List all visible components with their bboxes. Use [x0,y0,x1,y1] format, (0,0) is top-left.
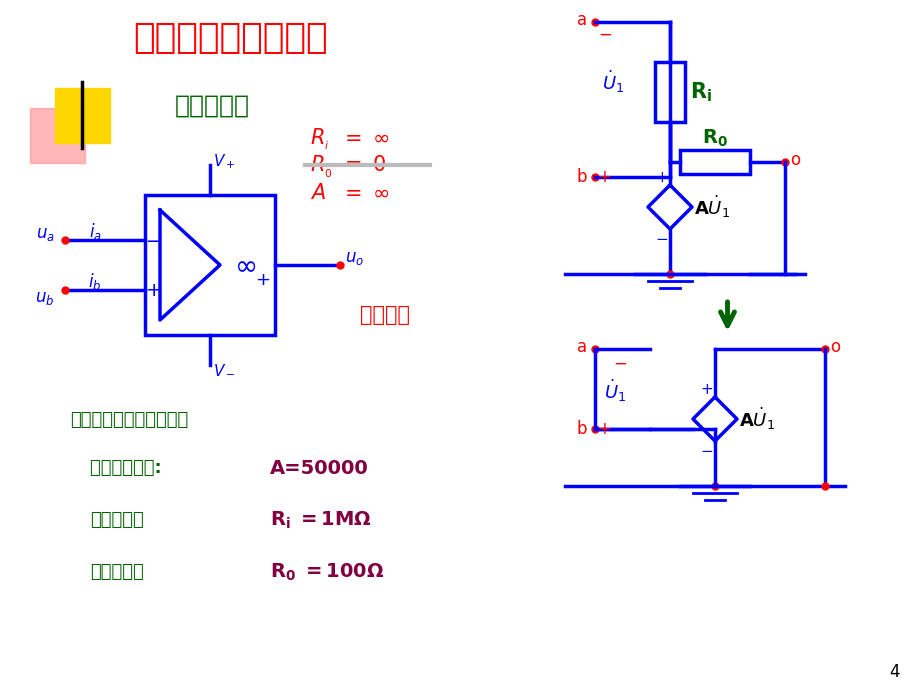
Bar [679,150,749,174]
Text: $\mathbf{R_0\ =100\Omega}$: $\mathbf{R_0\ =100\Omega}$ [269,562,384,582]
Text: a: a [576,11,586,29]
Text: $+$: $+$ [255,271,270,289]
Text: $u_a$: $u_a$ [36,225,54,243]
Text: $=\ 0$: $=\ 0$ [340,155,386,175]
Text: $+$: $+$ [596,168,610,186]
Text: $A$: $A$ [310,183,325,203]
Text: $R$: $R$ [310,128,324,148]
Bar [145,195,275,335]
Text: $-$: $-$ [654,230,668,244]
Text: $+$: $+$ [654,170,668,184]
Text: $=\ \infty$: $=\ \infty$ [340,183,389,203]
Text: $\mathbf{R_i\ =1M\Omega}$: $\mathbf{R_i\ =1M\Omega}$ [269,509,371,531]
Text: 4: 4 [889,663,900,681]
Text: b: b [576,420,586,438]
Bar [55,88,110,143]
Text: b: b [576,168,586,186]
Bar [30,108,85,163]
Text: 开环放大系数:: 开环放大系数: [90,459,167,477]
Text: $i_b$: $i_b$ [88,271,102,293]
Text: $\infty$: $\infty$ [233,251,255,279]
Text: $=\ \infty$: $=\ \infty$ [340,128,389,148]
Text: $\mathbf{A}\dot{U}_1$: $\mathbf{A}\dot{U}_1$ [693,194,730,220]
Text: $V_-$: $V_-$ [213,362,235,377]
Text: $-$: $-$ [144,230,161,250]
Text: $u_b$: $u_b$ [35,289,54,307]
Text: a: a [576,338,586,356]
Text: $V_+$: $V_+$ [213,152,235,171]
Text: $-$: $-$ [597,25,611,43]
Text: $_i$: $_i$ [323,137,329,152]
Text: o: o [829,338,839,356]
Text: 实际国产某运算放大器：: 实际国产某运算放大器： [70,411,188,429]
Text: $+$: $+$ [699,382,713,397]
Text: A=50000: A=50000 [269,458,369,477]
Text: 输入电阻：: 输入电阻： [90,511,143,529]
Text: 输出电阻：: 输出电阻： [90,563,143,581]
Text: $\mathbf{R_i}$: $\mathbf{R_i}$ [689,80,711,104]
Text: $R$: $R$ [310,155,324,175]
Text: 理想化条件: 理想化条件 [175,94,250,118]
Text: 四、理想运算放大器: 四、理想运算放大器 [132,21,327,55]
Text: $-$: $-$ [699,442,713,457]
Text: 电路符号: 电路符号 [359,305,410,325]
Text: $u_o$: $u_o$ [345,249,364,267]
Text: $\mathbf{R_0}$: $\mathbf{R_0}$ [701,128,727,148]
Text: $\dot{U}_1$: $\dot{U}_1$ [601,69,623,95]
Text: $\dot{U}_1$: $\dot{U}_1$ [603,378,626,404]
Bar [654,62,685,122]
Text: $\mathbf{A}\dot{U}_1$: $\mathbf{A}\dot{U}_1$ [738,406,775,432]
Text: $+$: $+$ [144,281,161,299]
Text: $-$: $-$ [612,354,627,372]
Text: $_0$: $_0$ [323,166,332,181]
Text: $i_a$: $i_a$ [88,221,101,242]
Text: $+$: $+$ [596,420,610,438]
Text: o: o [789,151,800,169]
